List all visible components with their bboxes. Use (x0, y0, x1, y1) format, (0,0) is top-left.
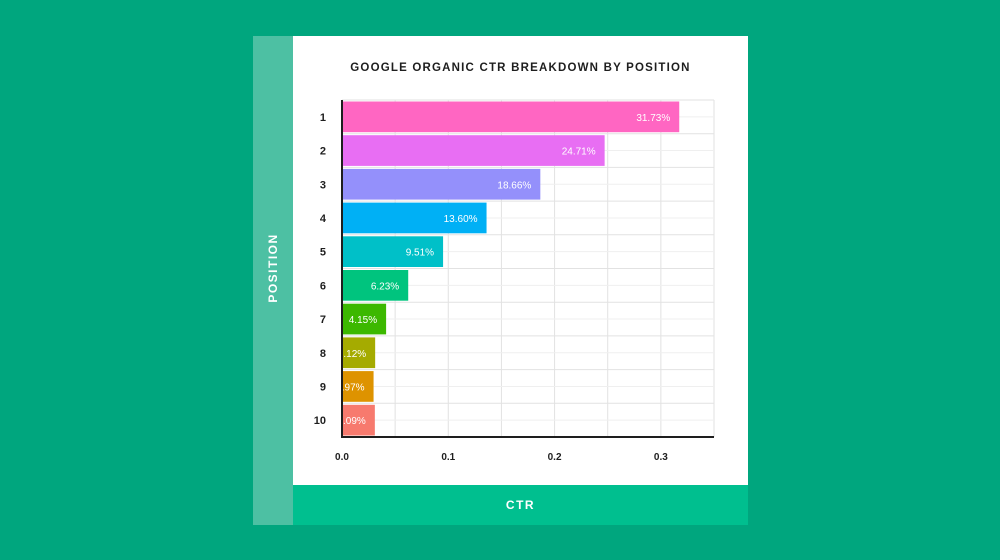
category-label: 5 (320, 247, 326, 259)
bar-position-7 (342, 303, 387, 335)
x-tick-label: 0.1 (441, 452, 455, 463)
y-axis-band: POSITION (253, 36, 293, 525)
bar-position-3 (342, 168, 541, 200)
x-tick-label: 0.3 (654, 452, 668, 463)
category-label: 2 (320, 146, 326, 158)
category-label: 1 (320, 112, 326, 124)
bar-value-label: 24.71% (562, 147, 596, 158)
bar-position-2 (342, 135, 605, 166)
chart-card: POSITION GOOGLE ORGANIC CTR BREAKDOWN BY… (253, 36, 748, 525)
x-tick-label: 0.0 (335, 452, 349, 463)
category-label: 4 (320, 213, 327, 225)
category-label: 9 (320, 381, 326, 393)
category-label: 8 (320, 348, 326, 360)
bar-value-label: 3.09% (337, 416, 365, 427)
bar-position-4 (342, 202, 487, 234)
category-label: 6 (320, 280, 326, 292)
bar-value-label: 3.12% (338, 349, 366, 360)
x-axis-band: CTR (293, 485, 748, 525)
bar-position-5 (342, 236, 444, 267)
x-tick-label: 0.2 (548, 452, 562, 463)
bar-value-label: 13.60% (444, 214, 478, 225)
chart-title: GOOGLE ORGANIC CTR BREAKDOWN BY POSITION (350, 62, 691, 74)
bar-value-label: 18.66% (497, 180, 531, 191)
category-label: 7 (320, 314, 326, 326)
bar-value-label: 6.23% (371, 281, 399, 292)
bar-value-label: 9.51% (406, 248, 434, 259)
bar-position-1 (342, 101, 680, 133)
bar-value-label: 4.15% (349, 315, 377, 326)
bar-chart: 1 31.73% 2 24.71% 3 18.66% 4 13.60% 5 9.51% 6 6.23%… (314, 99, 715, 463)
bar-position-10 (342, 404, 375, 436)
x-axis-title: CTR (505, 498, 536, 512)
category-label: 10 (314, 415, 326, 427)
bar-position-9 (342, 371, 374, 402)
bar-value-label: 2.97% (336, 382, 364, 393)
bar-position-6 (342, 270, 409, 301)
category-label: 3 (320, 179, 326, 191)
bar-position-8 (342, 337, 376, 369)
bar-value-label: 31.73% (636, 113, 670, 124)
